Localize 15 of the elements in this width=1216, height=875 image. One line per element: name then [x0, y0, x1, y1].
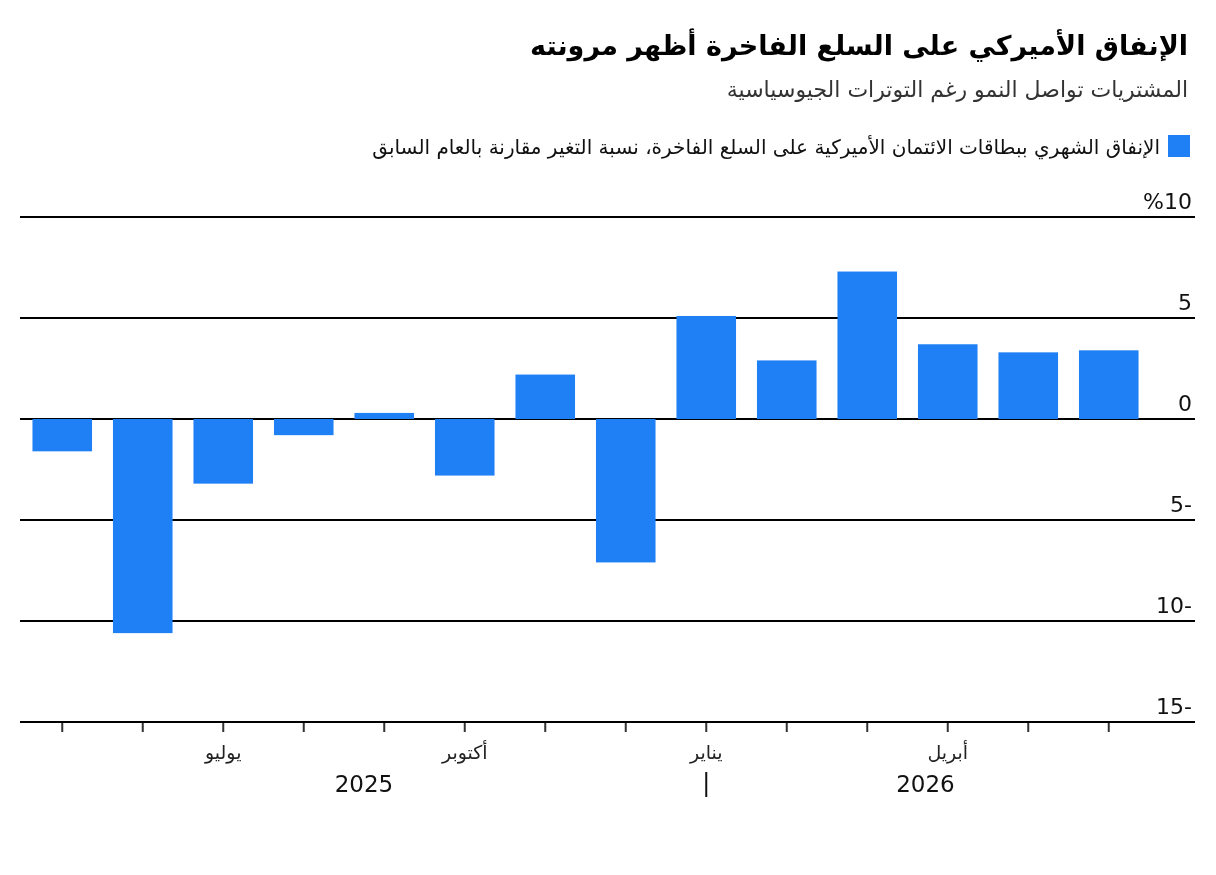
y-tick-label: 10- — [1156, 593, 1192, 618]
legend-label: الإنفاق الشهري ببطاقات الائتمان الأميركية على السلع الفاخرة، نسبة التغير مقارنة بالعام السابق — [372, 135, 1160, 160]
text: 2025 — [334, 771, 394, 797]
chart-title: الإنفاق الأميركي على السلع الفاخرة أظهر مرونته — [530, 28, 1188, 62]
y-tick-label: 5- — [1170, 492, 1192, 517]
x-tick-label: أكتوبر — [440, 740, 488, 764]
x-tick-label: أبريل — [927, 740, 969, 764]
y-tick-label: 15- — [1156, 694, 1192, 719]
y-tick-label: 5 — [1178, 290, 1192, 315]
x-tick-label: يوليو — [204, 741, 242, 764]
y-tick-label: 0 — [1178, 391, 1192, 416]
chart-subtitle: المشتريات تواصل النمو رغم التوترات الجيوسياسية — [726, 77, 1188, 103]
x-tick-label: يناير — [688, 741, 723, 764]
y-tick-label: %10 — [1143, 189, 1192, 214]
text: 2026 — [896, 771, 955, 797]
